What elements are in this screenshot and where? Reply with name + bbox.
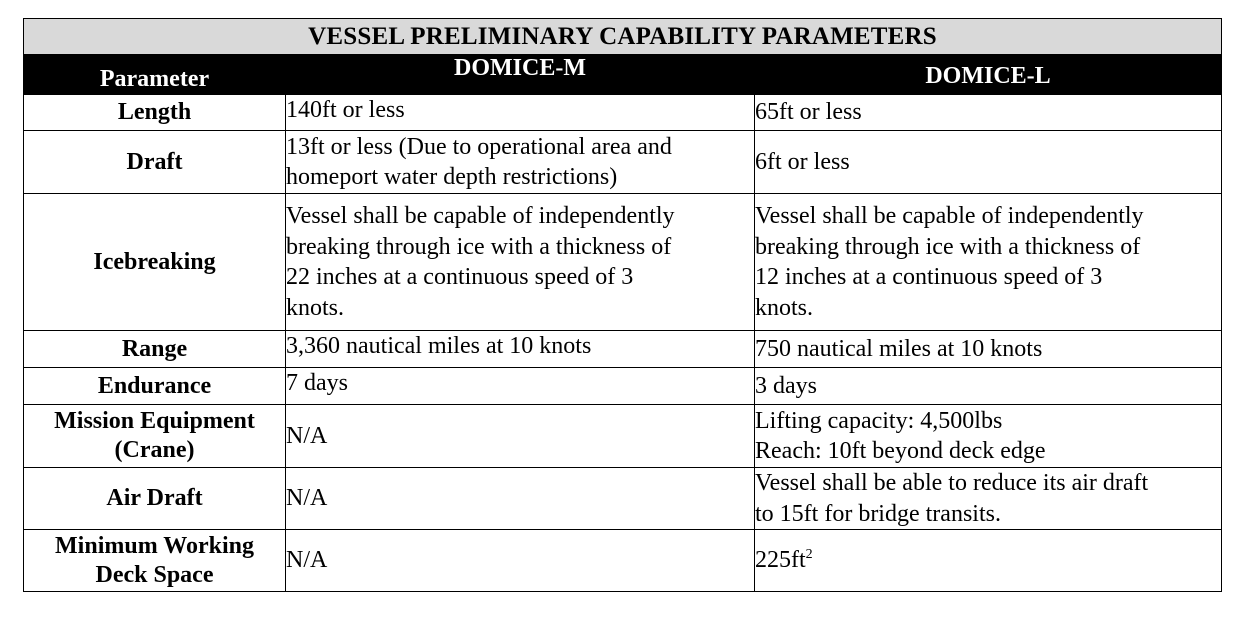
row-parameter: Air Draft: [23, 467, 286, 530]
table-row: Air Draft N/A Vessel shall be able to re…: [23, 467, 1223, 530]
row-parameter: Endurance: [23, 367, 286, 405]
header-parameter: Parameter: [23, 54, 286, 95]
domice-l-value: Vessel shall be able to reduce its air d…: [753, 467, 1223, 530]
row-parameter: Range: [23, 330, 286, 368]
param-line: Length: [117, 99, 192, 125]
domice-m-value: N/A: [285, 404, 755, 468]
param-line: Minimum Working: [55, 532, 254, 559]
value-line: 22 inches at a continuous speed of 3: [286, 264, 634, 290]
value-line: 65ft or less: [755, 99, 862, 126]
table-row: Icebreaking Vessel shall be capable of i…: [23, 193, 1223, 331]
param-line: (Crane): [114, 437, 195, 463]
value-line: 750 nautical miles at 10 knots: [755, 335, 1043, 362]
param-line: Air Draft: [106, 485, 203, 511]
value-line: Vessel shall be able to reduce its air d…: [755, 470, 1149, 496]
domice-m-value: 3,360 nautical miles at 10 knots: [285, 330, 755, 368]
row-parameter: Length: [23, 94, 286, 131]
row-parameter: Icebreaking: [23, 193, 286, 331]
deck-space-value: 225ft: [755, 547, 806, 574]
domice-l-value: 225ft2: [753, 529, 1223, 592]
domice-m-value: N/A: [285, 467, 755, 530]
domice-m-value: N/A: [285, 529, 755, 592]
table-row: Length 140ft or less 65ft or less: [23, 94, 1223, 131]
param-line: Endurance: [97, 372, 212, 399]
capability-table: VESSEL PRELIMINARY CAPABILITY PARAMETERS…: [22, 18, 1223, 592]
header-domice-l: DOMICE-L: [753, 54, 1223, 95]
title-row: VESSEL PRELIMINARY CAPABILITY PARAMETERS: [22, 18, 1223, 55]
value-line: 12 inches at a continuous speed of 3: [755, 264, 1103, 290]
value-line: 13ft or less (Due to operational area an…: [286, 133, 672, 160]
domice-l-value: Lifting capacity: 4,500lbs Reach: 10ft b…: [753, 404, 1223, 468]
row-parameter: Draft: [23, 130, 286, 194]
value-line: homeport water depth restrictions): [286, 164, 618, 190]
value-line: Lifting capacity: 4,500lbs: [755, 407, 1003, 434]
header-row: Parameter DOMICE-M DOMICE-L: [23, 54, 1223, 95]
value-line: 225ft2: [755, 545, 1221, 576]
table-row: Minimum Working Deck Space N/A 225ft2: [23, 529, 1223, 592]
value-line: 3 days: [755, 372, 817, 399]
domice-l-value: 6ft or less: [753, 130, 1223, 194]
value-line: breaking through ice with a thickness of: [755, 233, 1141, 260]
value-line: to 15ft for bridge transits.: [755, 500, 1001, 527]
param-line: Icebreaking: [93, 248, 216, 275]
param-line: Mission Equipment: [54, 408, 255, 434]
domice-m-value: 13ft or less (Due to operational area an…: [285, 130, 755, 194]
domice-l-value: 750 nautical miles at 10 knots: [753, 330, 1223, 368]
value-line: knots.: [286, 294, 345, 321]
row-parameter: Mission Equipment (Crane): [23, 404, 286, 468]
table-title: VESSEL PRELIMINARY CAPABILITY PARAMETERS: [22, 18, 1223, 55]
domice-m-value: Vessel shall be capable of independently…: [285, 193, 755, 331]
squared-superscript: 2: [805, 547, 813, 563]
domice-m-value: 140ft or less: [285, 94, 755, 131]
value-line: knots.: [755, 294, 814, 321]
value-line: 6ft or less: [755, 148, 850, 175]
table-row: Range 3,360 nautical miles at 10 knots 7…: [23, 330, 1223, 368]
domice-l-value: 65ft or less: [753, 94, 1223, 131]
value-line: 3,360 nautical miles at 10 knots: [286, 333, 592, 359]
value-line: breaking through ice with a thickness of: [286, 233, 672, 260]
param-line: Draft: [126, 148, 183, 175]
domice-l-value: Vessel shall be capable of independently…: [753, 193, 1223, 331]
param-line: Deck Space: [95, 561, 214, 588]
value-line: Reach: 10ft beyond deck edge: [755, 438, 1046, 464]
value-line: Vessel shall be capable of independently: [755, 203, 1144, 229]
value-line: 7 days: [286, 370, 348, 396]
table-row: Mission Equipment (Crane) N/A Lifting ca…: [23, 404, 1223, 468]
value-line: N/A: [286, 547, 328, 574]
header-domice-m: DOMICE-M: [285, 54, 755, 95]
value-line: N/A: [286, 485, 328, 512]
row-parameter: Minimum Working Deck Space: [23, 529, 286, 592]
domice-m-value: 7 days: [285, 367, 755, 405]
table-row: Endurance 7 days 3 days: [23, 367, 1223, 405]
value-line: Vessel shall be capable of independently: [286, 203, 675, 229]
table-row: Draft 13ft or less (Due to operational a…: [23, 130, 1223, 194]
domice-l-value: 3 days: [753, 367, 1223, 405]
param-line: Range: [121, 335, 188, 362]
value-line: N/A: [286, 422, 328, 449]
value-line: 140ft or less: [286, 97, 405, 123]
